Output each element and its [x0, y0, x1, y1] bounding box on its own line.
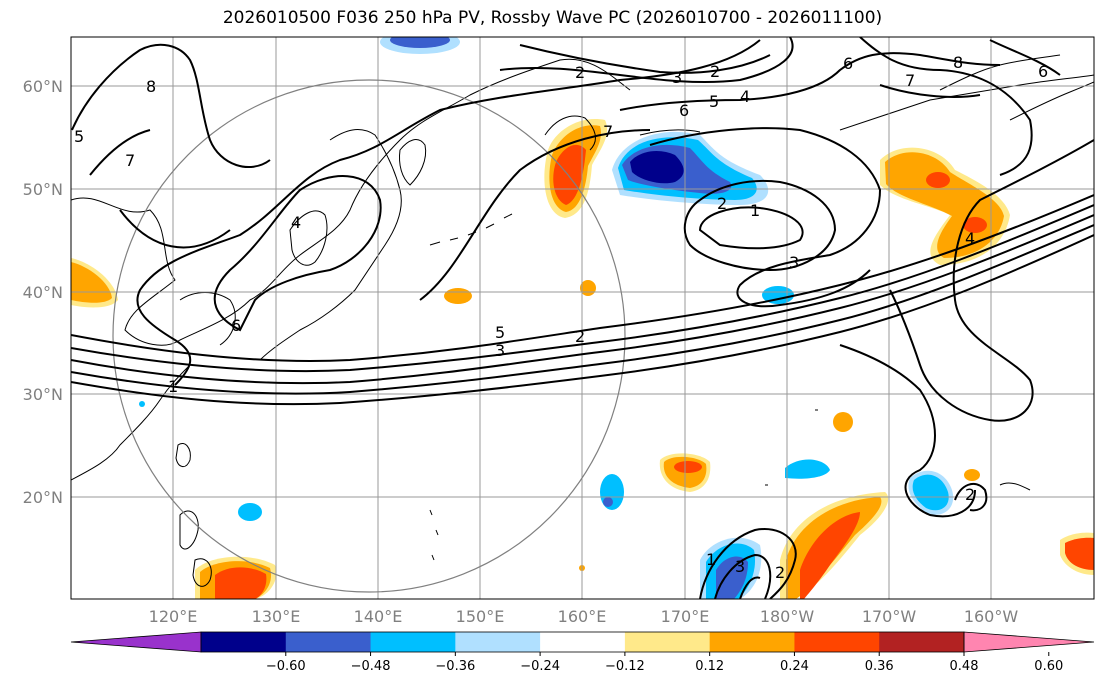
contour-label: 8 [953, 53, 963, 72]
contour-label: 6 [843, 54, 853, 73]
lon-label: 160°W [964, 607, 1019, 626]
contour-label: 3 [672, 68, 682, 87]
colorbar-segment [201, 632, 287, 652]
contour-label: 3 [735, 557, 745, 576]
colorbar-tick-label: 0.48 [950, 659, 979, 674]
colorbar-segment [455, 632, 541, 652]
lat-label: 60°N [23, 77, 63, 96]
contour-label: 1 [168, 377, 178, 396]
contour-label: 2 [775, 563, 785, 582]
contour-label: 3 [495, 341, 505, 360]
lat-label: 40°N [23, 283, 63, 302]
lon-label: 180°W [760, 607, 815, 626]
colorbar-tick-label: −0.12 [605, 659, 645, 674]
colorbar-tick-label: 0.60 [1034, 659, 1063, 674]
contour-label: 4 [291, 213, 301, 232]
contour-label: 3 [789, 253, 799, 272]
lat-label: 30°N [23, 385, 63, 404]
colorbar-segment [370, 632, 456, 652]
contour-label: 7 [125, 151, 135, 170]
contour-label: 6 [679, 101, 689, 120]
colorbar-tick-label: −0.36 [435, 659, 475, 674]
colorbar-segment [709, 632, 795, 652]
map-frame [70, 36, 1095, 600]
contour-label: 4 [740, 87, 750, 106]
contour-label: 8 [146, 77, 156, 96]
contour-label: 7 [603, 122, 613, 141]
colorbar-frame [200, 631, 965, 653]
contour-label: 4 [965, 229, 975, 248]
lon-label: 150°E [456, 607, 505, 626]
contour-label: 7 [905, 71, 915, 90]
contour-label: 1 [706, 550, 716, 569]
colorbar-segment [540, 632, 626, 652]
contour-label: 6 [1038, 62, 1048, 81]
colorbar-tick-label: 0.12 [695, 659, 724, 674]
colorbar-tick-label: 0.24 [780, 659, 809, 674]
contour-label: 2 [575, 63, 585, 82]
colorbar-tick-label: 0.36 [865, 659, 894, 674]
colorbar-segment [794, 632, 880, 652]
reference-circle [112, 79, 626, 593]
lat-label: 20°N [23, 488, 63, 507]
lon-label: 170°E [661, 607, 710, 626]
lon-label: 160°E [558, 607, 607, 626]
longitude-labels: 120°E 130°E 140°E 150°E 160°E 170°E 180°… [149, 607, 1019, 626]
latitude-labels: 60°N 50°N 40°N 30°N 20°N [23, 77, 63, 507]
colorbar-segment [285, 632, 372, 652]
colorbar-extend-max [963, 631, 1095, 653]
colorbar-segment [624, 632, 711, 652]
colorbar-tick-label: −0.24 [520, 659, 560, 674]
contour-label: 1 [750, 201, 760, 220]
contour-label: 6 [231, 316, 241, 335]
contour-label: 5 [495, 323, 505, 342]
lon-label: 130°E [252, 607, 301, 626]
lon-label: 120°E [149, 607, 198, 626]
lat-label: 50°N [23, 180, 63, 199]
colorbar-tick-label: −0.60 [266, 659, 306, 674]
contour-label: 5 [74, 127, 84, 146]
coastlines [71, 54, 1094, 587]
lon-label: 170°W [862, 607, 917, 626]
map-title: 2026010500 F036 250 hPa PV, Rossby Wave … [222, 8, 883, 28]
contour-labels: 2 3 2 4 5 6 6 7 8 6 5 8 7 4 6 7 4 1 2 3 … [74, 53, 1048, 582]
contour-label: 2 [575, 327, 585, 346]
contour-label: 2 [710, 62, 720, 81]
contour-label: 2 [717, 194, 727, 213]
lon-label: 140°E [354, 607, 403, 626]
contour-label: 5 [709, 92, 719, 111]
colorbar-tick-label: −0.48 [351, 659, 391, 674]
colorbar: −0.60 −0.48 −0.36 −0.24 −0.12 0.12 0.24 0.36 0.4… [70, 631, 1095, 674]
colorbar-segment [879, 632, 965, 652]
colorbar-extend-min [70, 631, 202, 653]
pv-contours [71, 37, 1094, 599]
pv-shading [71, 37, 1094, 599]
contour-label: 2 [965, 485, 975, 504]
